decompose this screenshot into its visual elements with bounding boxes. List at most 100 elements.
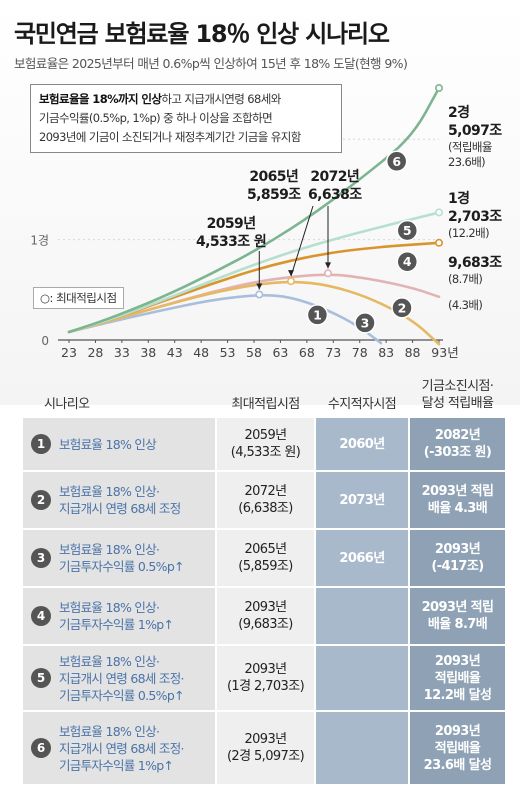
s5-line3: (12.2배): [448, 226, 490, 240]
cell-line: 보험료율 18% 인상·: [59, 653, 160, 669]
table-row: 1 보험료율 18% 인상 2059년 (4,533조 원) 2060년 2082년 (-3…: [23, 418, 505, 470]
max-accumulation-cell: 2072년 (6,638조): [217, 472, 314, 528]
deficit-start-cell: [316, 712, 408, 784]
cell-line: 기금투자수익률 0.5%p↑: [59, 559, 185, 574]
series-3-badge: 3: [354, 312, 376, 334]
series-2-line: [67, 273, 441, 334]
annotation-series-6: 2경 5,097조 (적립배율 23.6배): [448, 104, 502, 170]
x-tick-label: 53: [220, 345, 236, 360]
annotation-series-2: (4.3배): [448, 298, 483, 313]
annotation-2065: 2065년 5,859조: [247, 168, 301, 204]
header-scenario: 시나리오: [44, 397, 90, 412]
cell-line: 23.6배 달성: [423, 757, 492, 773]
scenario-number-badge: 6: [31, 738, 51, 758]
x-tick-label: 63: [272, 345, 288, 360]
cell-line: 지급개시 연령 68세 조정: [59, 501, 181, 516]
pointer-2059-head: [256, 283, 263, 290]
scenario-cell: 4 보험료율 18% 인상· 기금투자수익률 1%p↑: [23, 588, 215, 644]
cell-line: 2093년: [434, 723, 481, 739]
cell-line: 지급개시 연령 68세 조정·: [59, 670, 185, 686]
header-exhaust-line2: 달성 적립배율: [421, 396, 494, 411]
max-accumulation-cell: 2093년 (1경 2,703조): [217, 646, 314, 710]
table-header: 시나리오 최대적립시점 수지적자시점 기금소진시점· 달성 적립배율: [0, 378, 520, 418]
cell-line: 2072년: [244, 484, 287, 499]
cell-line: 2093년: [434, 542, 481, 557]
s6-line1: 2경: [448, 105, 470, 121]
series-badge-circle: [385, 150, 408, 173]
series-lines: [67, 84, 443, 346]
s6-line2: 5,097조: [448, 123, 502, 139]
header-balance: 수지적자시점: [327, 397, 397, 412]
series-badge-circle: [391, 297, 413, 319]
cell-text: 2065년 (5,859조): [217, 541, 314, 575]
s4-line1: 9,683조: [448, 255, 502, 271]
series-6-badge: 6: [385, 150, 408, 173]
cell-line: (1경 2,703조): [226, 679, 305, 694]
series-badge-label: 4: [403, 254, 412, 269]
cell-text: 2093년 적립배율 23.6배 달성: [410, 723, 505, 774]
annotation-pointers: [256, 205, 331, 290]
series-badge-label: 1: [313, 307, 322, 322]
exhaustion-cell: 2093년 적립 배율 8.7배: [410, 588, 505, 644]
cell-text: 2093년 적립배율 12.2배 달성: [410, 653, 505, 704]
table-row: 4 보험료율 18% 인상· 기금투자수익률 1%p↑ 2093년 (9,683조) 20…: [23, 588, 505, 644]
s6-line3: (적립배율: [448, 140, 492, 154]
x-tick-label: 93년: [431, 345, 458, 360]
cell-line: (4,533조 원): [230, 445, 301, 460]
s5-line1: 1경: [448, 191, 470, 207]
cell-line: 2093년: [434, 653, 481, 669]
pointer-2072-head: [325, 262, 331, 269]
cell-line: (6,638조): [238, 501, 293, 516]
series-badges: 1 2 3 4 5 6: [306, 150, 419, 334]
series-5-badge: 5: [396, 219, 419, 242]
cell-line: 기금투자수익률 0.5%p↑: [59, 687, 185, 703]
cell-line: 2093년: [244, 732, 287, 747]
pointer-2065: [290, 205, 314, 277]
x-tick-label: 33: [114, 345, 130, 360]
scenario-cell: 3 보험료율 18% 인상· 기금투자수익률 0.5%p↑: [23, 530, 215, 586]
annotation-2059: 2059년 4,533조 원: [196, 215, 267, 251]
cell-text: 보험료율 18% 인상· 기금투자수익률 1%p↑: [59, 599, 213, 633]
table-row: 6 보험료율 18% 인상· 지급개시 연령 68세 조정· 기금투자수익률 1%p↑…: [23, 712, 505, 784]
x-tick-label: 43: [167, 345, 183, 360]
annotation-series-4: 9,683조 (8.7배): [448, 254, 502, 287]
series-6-peak-marker: [434, 84, 443, 93]
annotation-2072-value: 6,638조: [308, 187, 362, 203]
cell-line: 2093년: [244, 662, 287, 677]
cell-line: 보험료율 18% 인상·: [59, 484, 160, 499]
exhaustion-cell: 2093년 적립 배율 4.3배: [410, 472, 505, 528]
series-badge-label: 2: [398, 300, 407, 315]
series-badge-label: 3: [361, 315, 370, 330]
series-4-peak-marker: [434, 238, 443, 247]
s6-line4: 23.6배): [448, 155, 486, 169]
max-accumulation-cell: 2093년 (2경 5,097조): [217, 712, 314, 784]
annotation-2072: 2072년 6,638조: [308, 168, 362, 204]
y-tick-label: 1경: [30, 234, 49, 248]
cell-line: 12.2배 달성: [423, 687, 492, 703]
exhaustion-cell: 2093년 적립배율 12.2배 달성: [410, 646, 505, 710]
series-badge-circle: [354, 312, 376, 334]
x-tick-label: 78: [352, 345, 368, 360]
page-title: 국민연금 보험료율 18％ 인상 시나리오: [14, 20, 390, 48]
max-accumulation-cell: 2093년 (9,683조): [217, 588, 314, 644]
cell-line: 2093년 적립: [421, 600, 494, 615]
cell-line: 2093년: [244, 600, 287, 615]
x-tick-label: 23: [61, 345, 77, 360]
scenario-cell: 2 보험료율 18% 인상· 지급개시 연령 68세 조정: [23, 472, 215, 528]
annotation-2059-value: 4,533조 원: [196, 234, 267, 250]
peak-marker-legend: ○: 최대적립시점: [33, 287, 124, 309]
cell-text: 보험료율 18% 인상: [59, 436, 213, 453]
cell-line: 보험료율 18% 인상·: [59, 600, 160, 615]
annotation-series-5: 1경 2,703조 (12.2배): [448, 190, 502, 241]
cell-text: 2072년 (6,638조): [217, 483, 314, 517]
scenario-table: 1 보험료율 18% 인상 2059년 (4,533조 원) 2060년 2082년 (-3…: [23, 418, 505, 784]
header-exhaust: 기금소진시점· 달성 적립배율: [410, 378, 505, 412]
exhaustion-cell: 2082년 (-303조 원): [410, 418, 505, 470]
note-line1: 하고 지급개시연령 68세와: [161, 92, 281, 106]
x-tick-label: 28: [87, 345, 103, 360]
note-bold: 보험료율을 18%까지 인상: [39, 92, 162, 106]
series-3-peak-marker: [286, 277, 295, 286]
cell-text: 보험료율 18% 인상· 기금투자수익률 0.5%p↑: [59, 541, 213, 575]
x-tick-label: 83: [378, 345, 394, 360]
cell-line: 보험료율 18% 인상·: [59, 542, 160, 557]
